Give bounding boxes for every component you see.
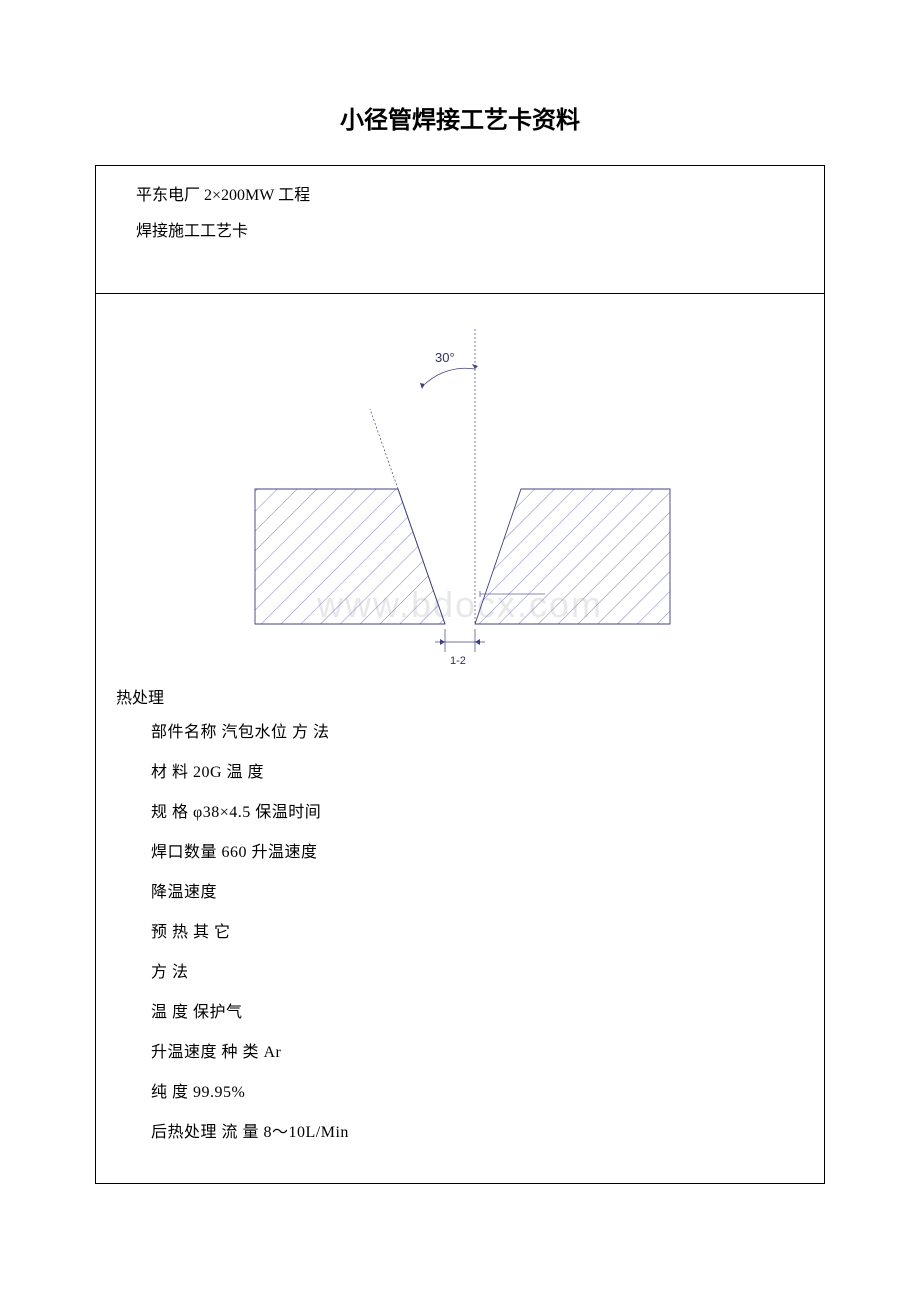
detail-line: 预 热 其 它	[151, 918, 804, 942]
detail-line: 纯 度 99.95%	[151, 1078, 804, 1102]
angle-label: 30°	[435, 350, 455, 365]
heat-treatment-label: 热处理	[116, 684, 804, 708]
detail-line: 部件名称 汽包水位 方 法	[151, 718, 804, 742]
detail-line: 焊口数量 660 升温速度	[151, 838, 804, 862]
weld-groove-diagram: 30° 1-2	[175, 294, 745, 674]
details-section: 热处理 部件名称 汽包水位 方 法 材 料 20G 温 度 规 格 φ38×4.…	[96, 674, 824, 1183]
main-container: 平东电厂 2×200MW 工程 焊接施工工艺卡 www.bdocx.com	[95, 165, 825, 1184]
header-section: 平东电厂 2×200MW 工程 焊接施工工艺卡	[96, 166, 824, 294]
project-name: 平东电厂 2×200MW 工程	[136, 181, 784, 205]
gap-label: 1-2	[450, 655, 466, 667]
detail-line: 升温速度 种 类 Ar	[151, 1038, 804, 1062]
detail-line: 方 法	[151, 958, 804, 982]
detail-line: 材 料 20G 温 度	[151, 758, 804, 782]
detail-line: 后热处理 流 量 8～10L/Min	[151, 1118, 804, 1142]
detail-line: 降温速度	[151, 878, 804, 902]
detail-line: 温 度 保护气	[151, 998, 804, 1022]
document-title: 小径管焊接工艺卡资料	[0, 100, 920, 135]
diagram-section: www.bdocx.com 30°	[96, 294, 824, 674]
card-name: 焊接施工工艺卡	[136, 217, 784, 241]
detail-line: 规 格 φ38×4.5 保温时间	[151, 798, 804, 822]
